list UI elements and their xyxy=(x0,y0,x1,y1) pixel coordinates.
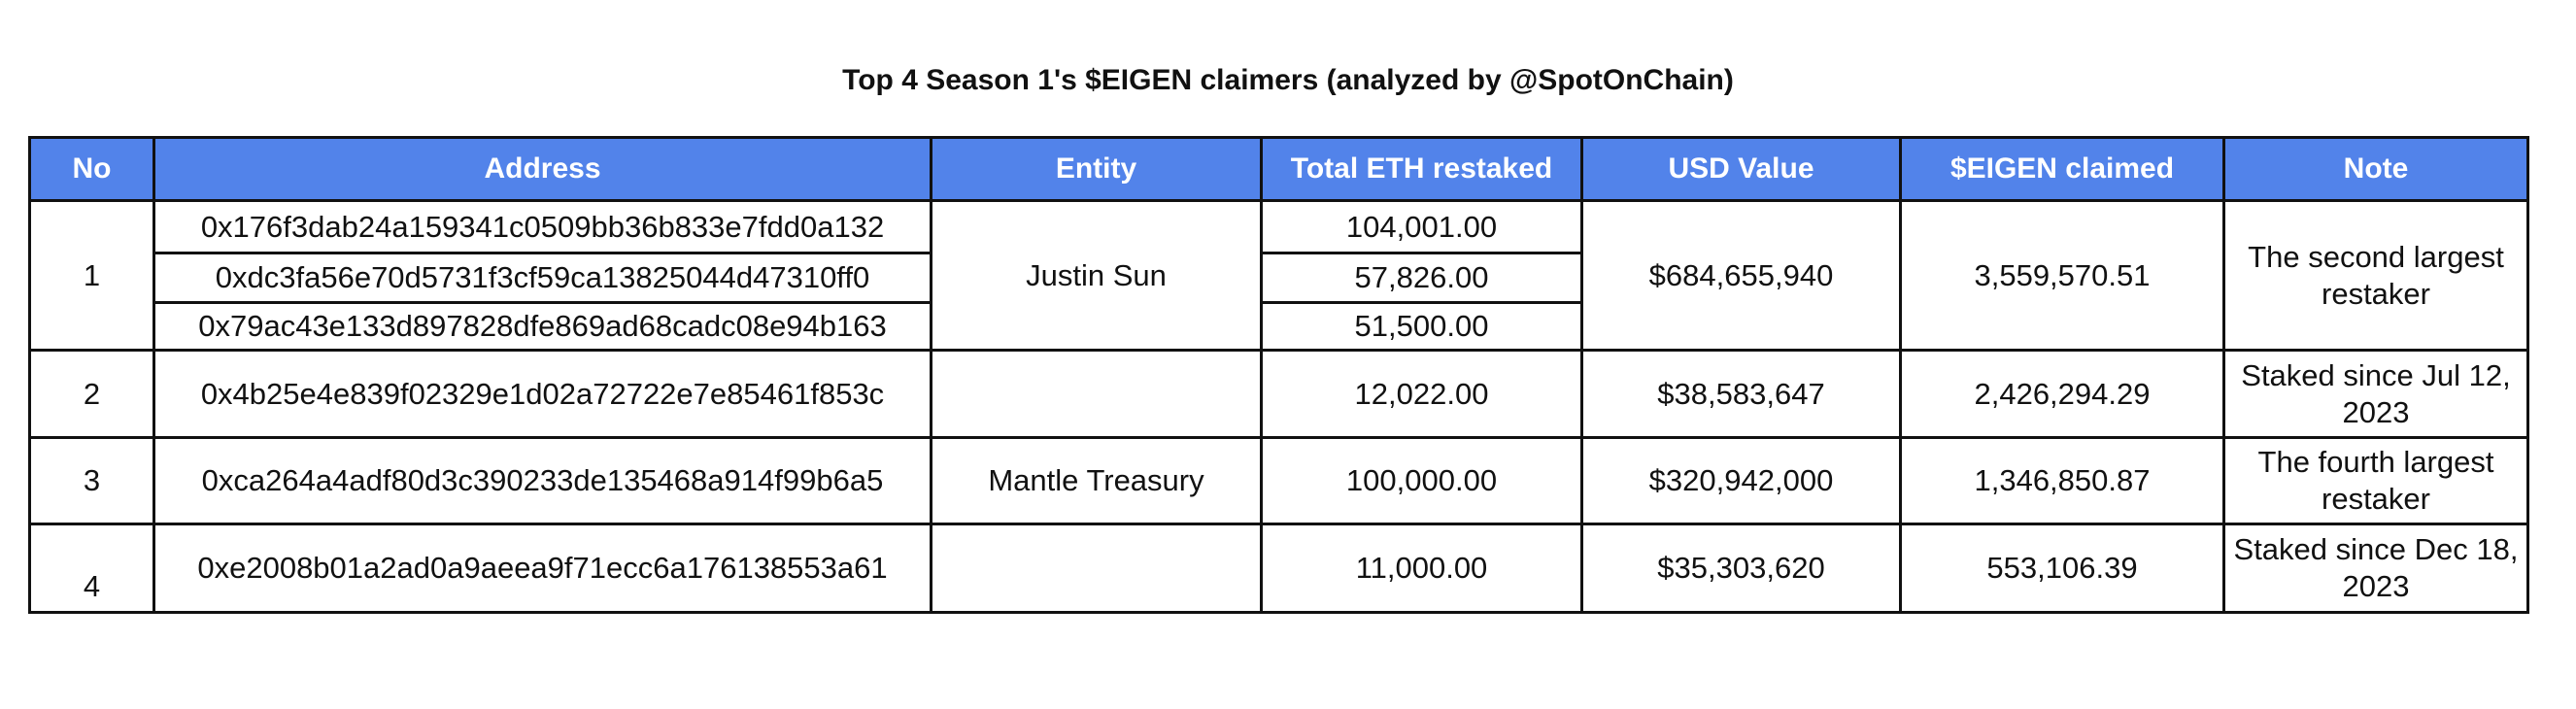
eth-cell: 104,001.00 xyxy=(1260,199,1583,254)
header-note: Note xyxy=(2222,136,2529,202)
entity-cell xyxy=(930,523,1263,614)
eth-cell: 51,500.00 xyxy=(1260,301,1583,352)
note-cell: The second largest restaker xyxy=(2222,199,2529,352)
note-cell: The fourth largest restaker xyxy=(2222,436,2529,525)
row-no: 3 xyxy=(28,436,155,525)
eth-cell: 12,022.00 xyxy=(1260,349,1583,439)
usd-cell: $320,942,000 xyxy=(1580,436,1902,525)
header-no: No xyxy=(28,136,155,202)
header-row: No Address Entity Total ETH restaked USD… xyxy=(28,136,2529,202)
eigen-cell: 3,559,570.51 xyxy=(1899,199,2225,352)
address-cell: 0x176f3dab24a159341c0509bb36b833e7fdd0a1… xyxy=(153,199,932,254)
usd-cell: $35,303,620 xyxy=(1580,523,1902,614)
address-cell: 0x4b25e4e839f02329e1d02a72722e7e85461f85… xyxy=(153,349,932,439)
row-no: 4 xyxy=(28,523,155,614)
row-no: 1 xyxy=(28,199,155,352)
note-cell: Staked since Dec 18, 2023 xyxy=(2222,523,2529,614)
table-subrow: 0xdc3fa56e70d5731f3cf59ca13825044d47310f… xyxy=(30,252,2528,304)
address-cell: 0x79ac43e133d897828dfe869ad68cadc08e94b1… xyxy=(153,301,932,352)
header-eigen-claimed: $EIGEN claimed xyxy=(1899,136,2225,202)
table-row: 3 0xca264a4adf80d3c390233de135468a914f99… xyxy=(28,436,2529,525)
eigen-cell: 2,426,294.29 xyxy=(1899,349,2225,439)
row-no: 2 xyxy=(28,349,155,439)
table-title: Top 4 Season 1's $EIGEN claimers (analyz… xyxy=(842,64,1734,96)
table-subrow: 0x79ac43e133d897828dfe869ad68cadc08e94b1… xyxy=(30,301,2528,352)
header-total-eth: Total ETH restaked xyxy=(1260,136,1583,202)
claimers-table: No Address Entity Total ETH restaked USD… xyxy=(28,136,2529,614)
eth-cell: 100,000.00 xyxy=(1260,436,1583,525)
eth-cell: 57,826.00 xyxy=(1260,252,1583,304)
eth-cell: 11,000.00 xyxy=(1260,523,1583,614)
usd-cell: $684,655,940 xyxy=(1580,199,1902,352)
header-entity: Entity xyxy=(930,136,1263,202)
eigen-cell: 553,106.39 xyxy=(1899,523,2225,614)
header-usd-value: USD Value xyxy=(1580,136,1902,202)
header-address: Address xyxy=(153,136,932,202)
note-cell: Staked since Jul 12, 2023 xyxy=(2222,349,2529,439)
eigen-cell: 1,346,850.87 xyxy=(1899,436,2225,525)
table-row: 4 0xe2008b01a2ad0a9aeea9f71ecc6a17613855… xyxy=(28,523,2529,614)
table-row: 2 0x4b25e4e839f02329e1d02a72722e7e85461f… xyxy=(28,349,2529,439)
address-cell: 0xe2008b01a2ad0a9aeea9f71ecc6a176138553a… xyxy=(153,523,932,614)
address-cell: 0xdc3fa56e70d5731f3cf59ca13825044d47310f… xyxy=(153,252,932,304)
entity-cell xyxy=(930,349,1263,439)
table-row: 1 0x176f3dab24a159341c0509bb36b833e7fdd0… xyxy=(28,199,2529,352)
address-cell: 0xca264a4adf80d3c390233de135468a914f99b6… xyxy=(153,436,932,525)
entity-cell: Justin Sun xyxy=(930,199,1263,352)
usd-cell: $38,583,647 xyxy=(1580,349,1902,439)
entity-cell: Mantle Treasury xyxy=(930,436,1263,525)
